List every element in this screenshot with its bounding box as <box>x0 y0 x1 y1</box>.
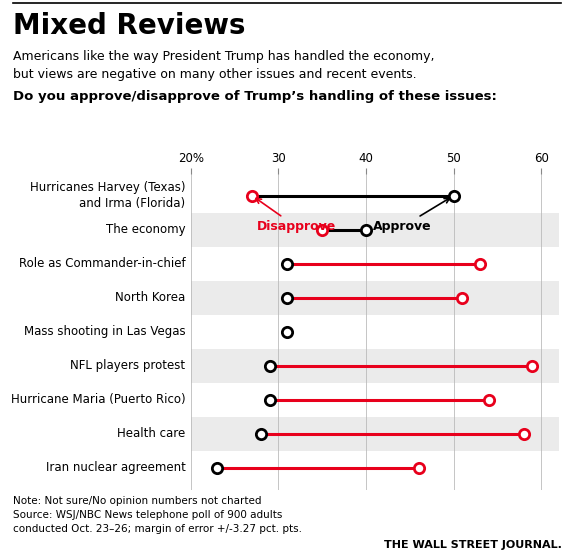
Point <box>361 225 370 234</box>
Text: Disapprove: Disapprove <box>256 198 336 233</box>
Bar <box>191 213 559 247</box>
Text: Hurricane Maria (Puerto Rico): Hurricane Maria (Puerto Rico) <box>11 393 185 407</box>
Bar <box>191 281 559 315</box>
Text: Mass shooting in Las Vegas: Mass shooting in Las Vegas <box>24 325 185 338</box>
Point <box>213 464 222 473</box>
Text: Health care: Health care <box>117 427 185 440</box>
Point <box>519 430 528 438</box>
Text: Americans like the way President Trump has handled the economy,
but views are ne: Americans like the way President Trump h… <box>13 50 434 81</box>
Text: THE WALL STREET JOURNAL.: THE WALL STREET JOURNAL. <box>384 540 561 550</box>
Text: The economy: The economy <box>106 223 185 236</box>
Point <box>317 225 327 234</box>
Text: Note: Not sure/No opinion numbers not charted
Source: WSJ/NBC News telephone pol: Note: Not sure/No opinion numbers not ch… <box>13 496 302 534</box>
Point <box>458 293 467 302</box>
Text: Hurricanes Harvey (Texas)
and Irma (Florida): Hurricanes Harvey (Texas) and Irma (Flor… <box>30 181 185 211</box>
Text: NFL players protest: NFL players protest <box>70 360 185 372</box>
Text: Iran nuclear agreement: Iran nuclear agreement <box>46 461 185 474</box>
Point <box>528 361 537 370</box>
Text: Role as Commander-in-chief: Role as Commander-in-chief <box>19 257 185 270</box>
Point <box>414 464 423 473</box>
Point <box>475 259 484 268</box>
Point <box>256 430 266 438</box>
Point <box>449 191 458 200</box>
Point <box>283 327 292 336</box>
Bar <box>191 349 559 383</box>
Point <box>265 395 274 404</box>
Text: Approve: Approve <box>373 198 450 233</box>
Text: Mixed Reviews: Mixed Reviews <box>13 12 245 40</box>
Bar <box>191 417 559 451</box>
Point <box>283 259 292 268</box>
Point <box>484 395 493 404</box>
Point <box>248 191 257 200</box>
Point <box>283 293 292 302</box>
Text: Do you approve/disapprove of Trump’s handling of these issues:: Do you approve/disapprove of Trump’s han… <box>13 90 496 102</box>
Text: North Korea: North Korea <box>115 291 185 304</box>
Point <box>265 361 274 370</box>
